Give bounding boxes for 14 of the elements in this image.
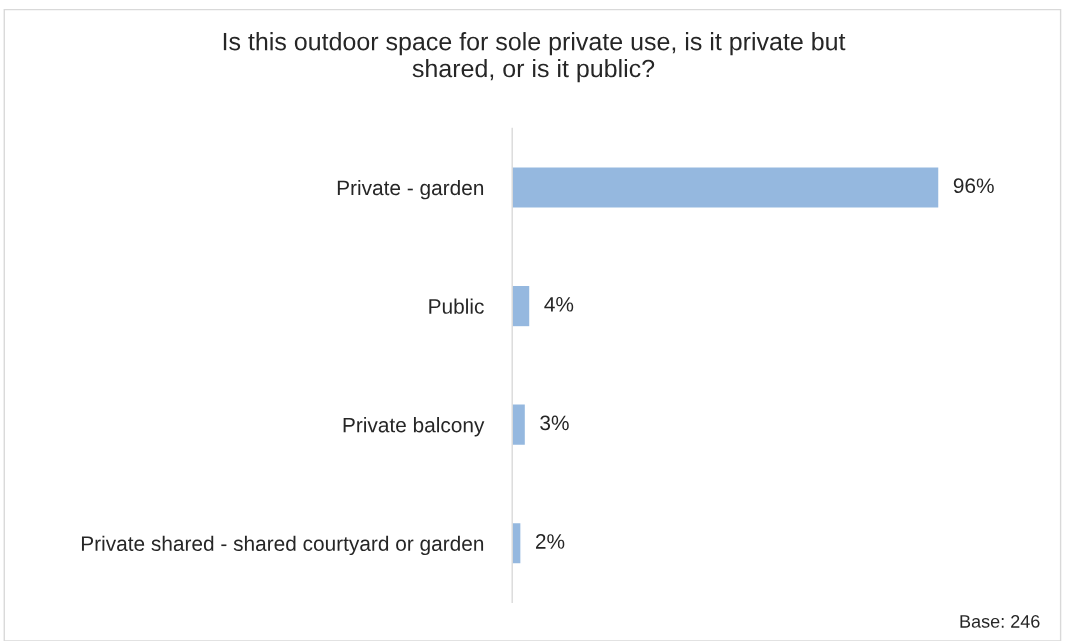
y-tick-label: Public: [429, 298, 484, 314]
data-label: 3%: [540, 415, 569, 431]
y-tick-label: Private - garden: [337, 179, 484, 200]
text: Base: 246: [960, 615, 1040, 628]
y-tick-label: Private shared - shared courtyard or garden: [81, 535, 484, 556]
bar: [512, 403, 527, 447]
y-tick-label: Private balcony: [343, 417, 485, 437]
data-label: 96%: [953, 178, 994, 194]
bar: [512, 284, 531, 328]
bar: [512, 521, 522, 565]
data-label: 4%: [544, 297, 574, 312]
bar: [512, 166, 940, 209]
data-label: 2%: [535, 534, 565, 549]
chart-title: Is this outdoor space for sole private use, is it private but shared, or is it public?: [223, 32, 846, 83]
